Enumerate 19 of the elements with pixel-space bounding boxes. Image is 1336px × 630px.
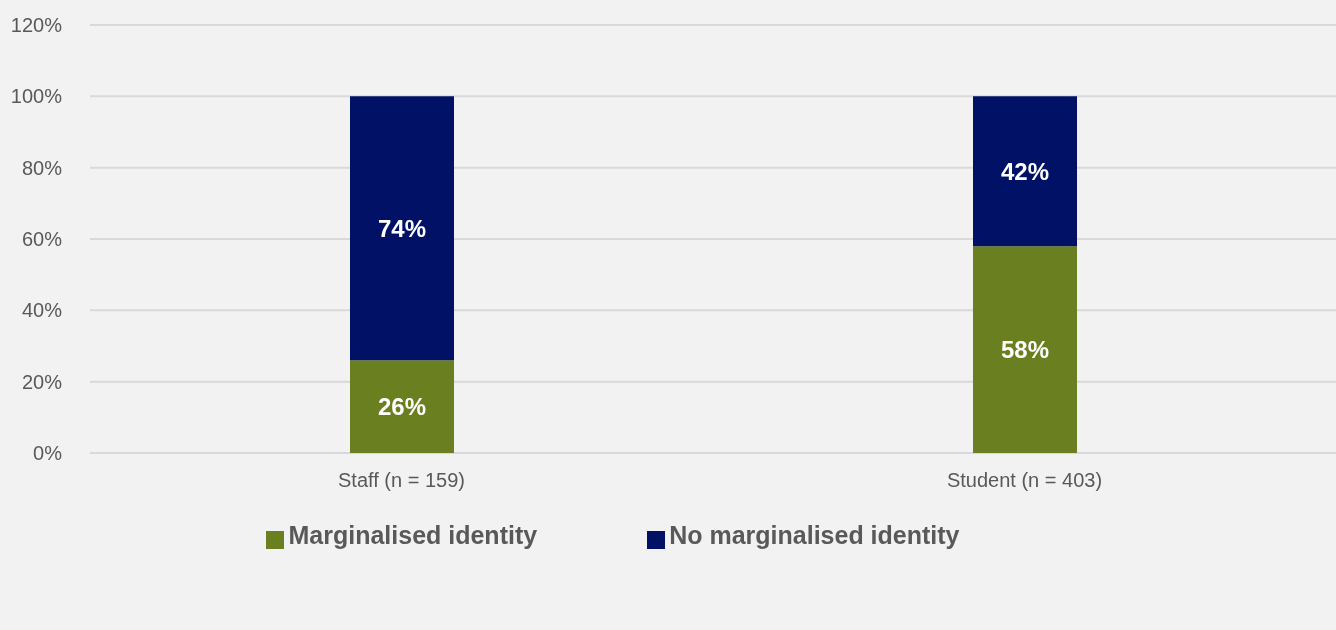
x-tick-label: Staff (n = 159) [338,469,465,492]
data-label: 58% [1000,336,1050,364]
legend-label: Marginalised identity [288,521,538,549]
bar [350,96,454,361]
y-tick-label: 120% [10,14,63,37]
data-label: 42% [1000,157,1050,185]
bar [973,246,1077,453]
x-tick-label: Student (n = 403) [946,469,1103,492]
legend-label: No marginalised identity [669,521,960,549]
y-tick-label: 40% [21,299,63,322]
y-tick-label: 100% [10,85,63,108]
y-tick-label: 60% [21,228,63,251]
y-tick-label: 20% [21,370,63,393]
data-label: 74% [377,214,427,242]
y-tick-label: 0% [33,442,63,465]
y-tick-label: 80% [21,156,63,179]
bar [973,96,1077,247]
data-label: 26% [377,393,427,421]
bar [350,360,454,453]
